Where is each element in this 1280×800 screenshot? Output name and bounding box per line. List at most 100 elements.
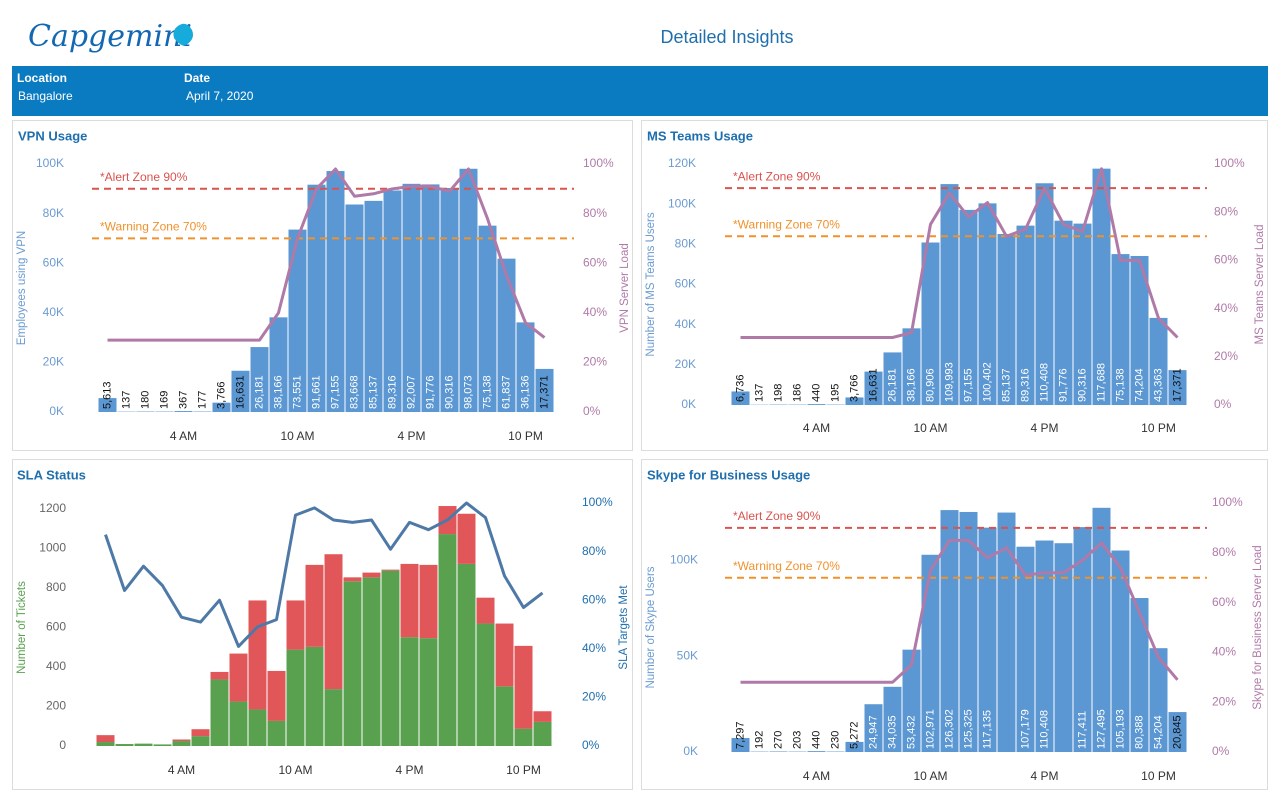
bar: [1035, 183, 1054, 405]
bar: [997, 512, 1016, 752]
y-tick-label: 1000: [39, 541, 66, 555]
y2-tick-label: 80%: [1214, 204, 1238, 218]
bar: [210, 671, 229, 680]
bar: [902, 328, 921, 405]
data-label: 26,181: [253, 375, 265, 409]
data-label: 92,007: [405, 375, 417, 409]
data-label: 74,204: [1133, 368, 1145, 402]
y2-tick-label: 60%: [582, 592, 606, 606]
filter-value[interactable]: April 7, 2020: [186, 89, 254, 103]
bar: [96, 742, 115, 746]
y-tick-label: 0: [59, 738, 66, 752]
data-label: 186: [791, 384, 803, 402]
bar: [419, 564, 438, 639]
data-label: 83,668: [348, 375, 360, 409]
bar: [457, 513, 476, 564]
data-label: 61,837: [500, 375, 512, 409]
y2-tick-label: 20%: [1214, 349, 1238, 363]
y-tick-label: 600: [46, 620, 66, 634]
y2-axis-title: MS Teams Server Load: [1254, 225, 1266, 345]
bar: [98, 398, 117, 412]
bar: [364, 200, 383, 412]
filter-label: Date: [184, 71, 210, 85]
y2-tick-label: 60%: [1214, 253, 1238, 267]
x-tick-label: 10 PM: [1141, 769, 1176, 783]
data-label: 440: [810, 731, 822, 749]
bar: [476, 623, 495, 746]
data-label: 17,371: [1171, 368, 1183, 402]
data-label: 125,325: [962, 709, 974, 749]
logo-icon: [173, 23, 193, 46]
filter-value[interactable]: Bangalore: [18, 89, 73, 103]
y-tick-label: 1200: [39, 501, 66, 515]
bar: [400, 637, 419, 746]
x-tick-label: 10 AM: [913, 421, 947, 435]
bar: [212, 402, 231, 412]
bar: [248, 709, 267, 746]
data-label: 367: [177, 391, 189, 409]
bar: [495, 623, 514, 687]
bar: [326, 171, 345, 412]
x-tick-label: 4 AM: [803, 421, 830, 435]
y2-tick-label: 80%: [583, 206, 607, 220]
bar: [1149, 648, 1168, 752]
data-label: 89,316: [386, 375, 398, 409]
reference-label: *Alert Zone 90%: [100, 170, 188, 184]
bar: [402, 183, 421, 412]
data-label: 85,137: [367, 375, 379, 409]
y2-tick-label: 40%: [1212, 645, 1236, 659]
data-label: 34,035: [886, 715, 898, 749]
y2-tick-label: 20%: [1212, 694, 1236, 708]
bar: [115, 744, 134, 746]
reference-label: *Warning Zone 70%: [733, 217, 840, 231]
reference-label: *Warning Zone 70%: [733, 559, 840, 573]
data-label: 7,297: [734, 721, 746, 749]
y-tick-label: 40K: [43, 305, 64, 319]
bar: [807, 751, 826, 752]
bar: [883, 686, 902, 752]
bar: [533, 721, 552, 746]
data-label: 90,316: [1076, 368, 1088, 402]
data-label: 38,166: [905, 368, 917, 402]
bar: [250, 347, 269, 412]
reference-label: *Alert Zone 90%: [733, 169, 821, 183]
data-label: 24,947: [867, 715, 879, 749]
y-tick-label: 20K: [675, 357, 696, 371]
bar: [267, 720, 286, 746]
y-axis-title: Number of Skype Users: [645, 566, 657, 688]
bar: [1111, 254, 1130, 405]
bar: [459, 168, 478, 412]
data-label: 137: [753, 384, 765, 402]
page-title: Detailed Insights: [660, 27, 793, 47]
y-tick-label: 100K: [670, 553, 698, 567]
data-label: 100,402: [981, 362, 993, 402]
y-axis-title: Employees using VPN: [16, 231, 28, 345]
y2-tick-label: 0%: [583, 404, 601, 418]
bar: [845, 397, 864, 405]
bar: [305, 564, 324, 647]
bar: [1054, 543, 1073, 752]
bar: [307, 184, 326, 412]
data-label: 38,166: [272, 375, 284, 409]
y2-tick-label: 100%: [1212, 495, 1243, 509]
data-label: 117,411: [1076, 711, 1088, 749]
bar: [1092, 507, 1111, 752]
chart-title: VPN Usage: [18, 128, 87, 143]
bar: [324, 689, 343, 746]
reference-label: *Alert Zone 90%: [733, 509, 821, 523]
bar: [731, 391, 750, 405]
y-tick-label: 20K: [43, 355, 64, 369]
bar: [343, 577, 362, 582]
x-tick-label: 4 AM: [803, 769, 830, 783]
y2-tick-label: 80%: [1212, 545, 1236, 559]
x-tick-label: 4 PM: [395, 763, 423, 777]
y2-tick-label: 80%: [582, 544, 606, 558]
filter-label: Location: [17, 71, 67, 85]
y2-tick-label: 0%: [1214, 397, 1232, 411]
bar: [1054, 220, 1073, 405]
bar: [1149, 317, 1168, 405]
bar: [731, 738, 750, 752]
data-label: 198: [772, 384, 784, 402]
